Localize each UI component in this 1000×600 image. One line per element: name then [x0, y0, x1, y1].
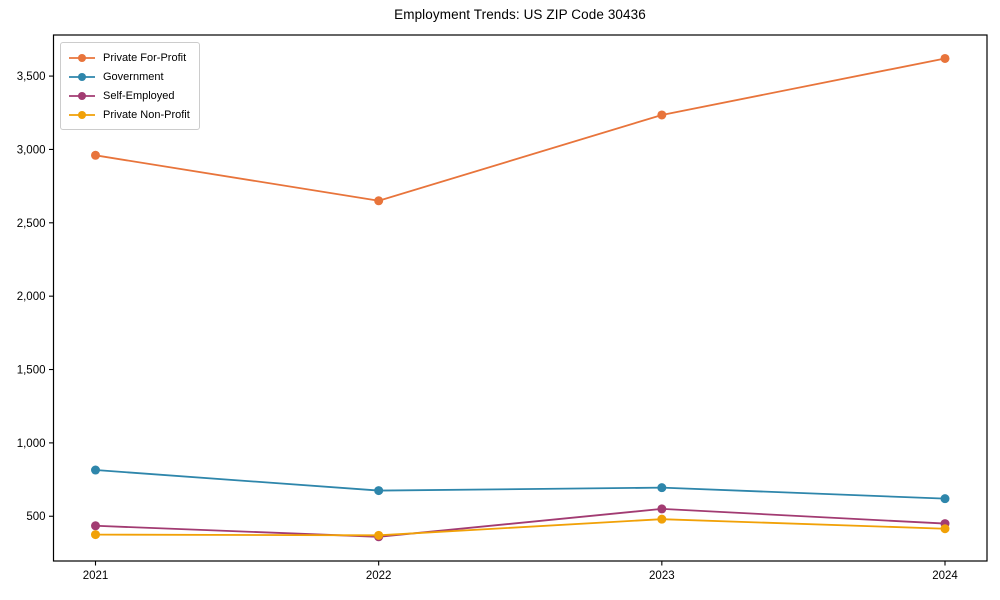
legend-marker-icon [69, 72, 95, 81]
legend: Private For-Profit Government Self-Employe… [60, 42, 200, 130]
data-point-government-2023 [657, 483, 667, 493]
series-line-private-for-profit [95, 57, 946, 202]
data-point-private-for-profit-2021 [91, 150, 100, 160]
data-point-private-for-profit-2023 [657, 110, 667, 120]
legend-label: Government [103, 70, 164, 83]
legend-label: Private Non-Profit [103, 108, 190, 121]
y-tick-label: 2,000 [17, 291, 46, 303]
legend-marker-icon [69, 110, 95, 119]
plot-border [52, 34, 988, 562]
series-line-self-employed [95, 508, 946, 538]
x-tick-label-2022: 2022 [366, 570, 392, 582]
legend-label: Private For-Profit [103, 51, 187, 64]
y-tick-label: 500 [26, 511, 45, 523]
y-tick-label: 1,000 [17, 438, 46, 450]
data-point-self-employed-2021 [91, 521, 100, 531]
legend-item-private-non-profit: Private Non-Profit [68, 105, 190, 124]
data-point-private-non-profit-2022 [374, 530, 384, 540]
legend-label: Self-Employed [103, 89, 175, 102]
data-point-private-non-profit-2024 [940, 524, 950, 534]
legend-item-self-employed: Self-Employed [68, 86, 190, 105]
y-tick-label: 1,500 [17, 365, 46, 377]
legend-item-private-for-profit: Private For-Profit [68, 48, 190, 67]
legend-marker-icon [69, 91, 95, 100]
y-tick-label: 3,500 [17, 71, 46, 83]
data-point-government-2022 [374, 486, 384, 496]
x-tick-label-2021: 2021 [83, 570, 109, 582]
x-tick-label-2023: 2023 [649, 570, 675, 582]
data-point-self-employed-2023 [657, 504, 667, 514]
y-tick-label: 3,000 [17, 144, 46, 156]
data-point-private-non-profit-2021 [91, 530, 100, 540]
y-tick-label: 2,500 [17, 218, 46, 230]
series-line-government [95, 469, 946, 500]
legend-marker-icon [69, 53, 95, 62]
x-tick-label-2024: 2024 [932, 570, 958, 582]
data-point-government-2021 [91, 465, 100, 475]
series-line-private-non-profit [95, 518, 946, 537]
chart-title: Employment Trends: US ZIP Code 30436 [394, 7, 646, 22]
data-point-private-for-profit-2024 [940, 53, 950, 63]
legend-item-government: Government [68, 67, 190, 86]
data-point-private-non-profit-2023 [657, 514, 667, 524]
data-point-private-for-profit-2022 [374, 196, 384, 206]
data-point-government-2024 [940, 494, 950, 504]
